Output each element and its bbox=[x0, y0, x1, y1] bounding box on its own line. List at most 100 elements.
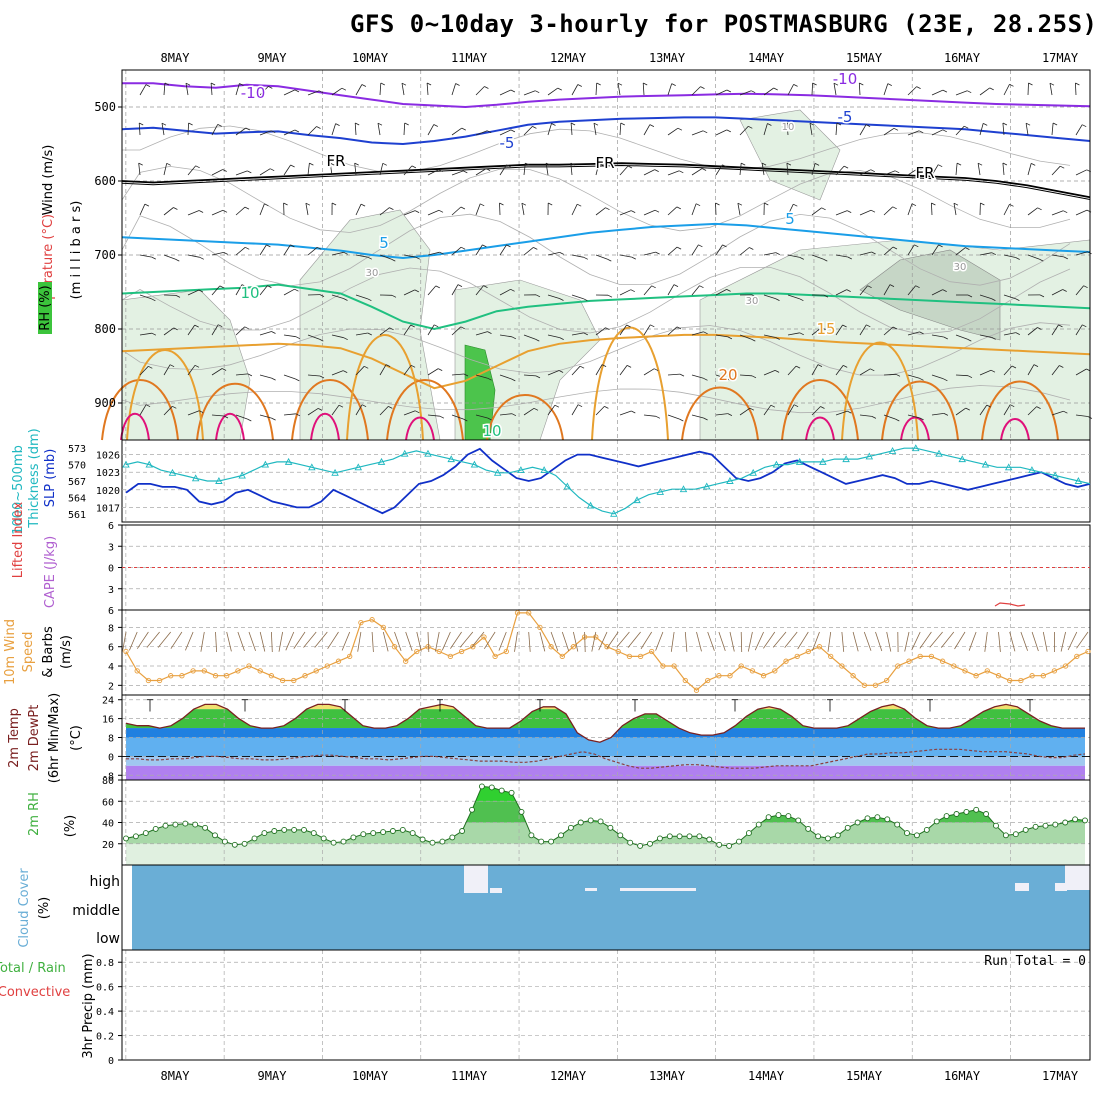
wind-barb bbox=[691, 285, 700, 296]
wind-barb bbox=[799, 257, 804, 260]
wind-barb bbox=[1009, 631, 1016, 652]
rh-marker bbox=[726, 842, 733, 849]
wind-barb bbox=[218, 324, 223, 328]
wind-barb bbox=[859, 82, 864, 86]
rh-band bbox=[126, 822, 1085, 844]
wind-barb bbox=[283, 244, 291, 256]
wind-barb bbox=[892, 206, 897, 210]
wind-barb bbox=[787, 254, 800, 258]
wind-barb bbox=[1075, 82, 1080, 86]
wind-barb bbox=[955, 247, 966, 256]
wind-barb bbox=[667, 170, 680, 176]
isotherm-lobe bbox=[841, 341, 919, 441]
rh-marker bbox=[182, 820, 189, 827]
wind-barb bbox=[557, 87, 562, 91]
wind-barb bbox=[523, 374, 537, 377]
isotherm-line bbox=[121, 164, 1091, 200]
wind-barb bbox=[883, 170, 896, 176]
rh-marker bbox=[340, 838, 347, 845]
wind-barb bbox=[1060, 165, 1065, 169]
wind-speed-marker bbox=[492, 653, 498, 660]
wind-barb bbox=[411, 165, 417, 169]
wind-barb bbox=[361, 404, 367, 408]
wind-barb bbox=[823, 294, 829, 298]
rh-contour bbox=[121, 165, 1071, 233]
slp-thickness-panel: 1026 1023 1020 1017 573 570 567 564 561 1000~500m… bbox=[11, 428, 1091, 535]
y-tick-label: 3 bbox=[108, 542, 114, 553]
thickness-axis-label: 1000~500mb bbox=[11, 445, 26, 535]
wind-barb bbox=[259, 86, 269, 96]
contour-label: 10 bbox=[782, 122, 795, 133]
wind-speed-marker bbox=[503, 648, 509, 655]
wind-barb bbox=[511, 336, 517, 340]
rh-marker bbox=[607, 824, 614, 831]
wind-barb bbox=[235, 206, 246, 216]
wind-barb bbox=[521, 202, 527, 206]
wind-barb bbox=[211, 169, 223, 176]
slp-line bbox=[125, 447, 1091, 515]
wind-barb bbox=[919, 331, 924, 335]
thickness-line bbox=[125, 447, 1091, 515]
wind-barb bbox=[763, 252, 776, 256]
wind-barb bbox=[821, 207, 826, 211]
wind-barb bbox=[883, 206, 893, 216]
wind-barb bbox=[528, 631, 531, 652]
slp-tick-label: 1017 bbox=[96, 503, 120, 514]
thickness-marker bbox=[702, 482, 711, 490]
wind-barb bbox=[163, 327, 174, 336]
wind-barb bbox=[787, 365, 797, 376]
wind-barb bbox=[146, 631, 160, 648]
rh-marker bbox=[439, 838, 446, 845]
wind-speed-marker bbox=[470, 644, 476, 650]
wind-barb bbox=[571, 332, 584, 336]
rh-marker bbox=[795, 817, 802, 824]
wind-barb bbox=[379, 327, 390, 336]
wind-barb bbox=[151, 256, 156, 260]
wind-barb bbox=[329, 163, 333, 176]
wind-barb bbox=[847, 210, 852, 213]
wind-barb bbox=[571, 84, 579, 96]
rh-marker bbox=[162, 822, 169, 829]
date-label-top: 15MAY bbox=[846, 51, 883, 65]
wind-barb bbox=[979, 87, 990, 96]
thickness-marker bbox=[865, 452, 874, 460]
wind-barb bbox=[979, 369, 992, 376]
wind-barb bbox=[859, 169, 871, 176]
wind-barb bbox=[426, 82, 429, 96]
wind-barb bbox=[1003, 365, 1013, 376]
wind-barb bbox=[729, 631, 735, 652]
wind-barb bbox=[514, 631, 518, 652]
wind-barb bbox=[1015, 298, 1020, 301]
wind-barb bbox=[1049, 83, 1053, 96]
wind-barb bbox=[475, 203, 481, 216]
wind-speed-marker bbox=[335, 658, 342, 664]
wind-barb bbox=[667, 326, 678, 336]
wind-barb bbox=[122, 631, 127, 652]
wind-barb bbox=[1010, 404, 1015, 408]
y-tick-label: 80 bbox=[102, 776, 114, 787]
wind-barb bbox=[889, 284, 895, 287]
wind-barb bbox=[278, 631, 283, 652]
wind-barb bbox=[499, 374, 512, 380]
wind-barb bbox=[547, 87, 559, 96]
cloud-level-label: low bbox=[96, 931, 120, 947]
wind-barb bbox=[144, 203, 150, 207]
rh-marker bbox=[854, 819, 861, 826]
wind-barb bbox=[331, 87, 343, 96]
wind-barb bbox=[295, 336, 301, 340]
wind-barb bbox=[799, 298, 804, 302]
wind-barb bbox=[1033, 364, 1039, 367]
rh-shade-area bbox=[464, 344, 496, 441]
wind-speed-marker bbox=[917, 653, 923, 660]
wind-barb bbox=[434, 324, 439, 328]
wind-barb bbox=[823, 258, 828, 262]
wind-barb bbox=[892, 326, 898, 330]
rh-marker bbox=[696, 833, 703, 840]
rh-marker bbox=[380, 829, 387, 836]
wind-speed-marker bbox=[772, 668, 778, 674]
wind-barb bbox=[1015, 332, 1020, 335]
wind-barb bbox=[414, 289, 419, 293]
wind-barb bbox=[965, 247, 970, 250]
panel-frame bbox=[121, 439, 1091, 523]
wind-speed-marker bbox=[291, 677, 297, 684]
